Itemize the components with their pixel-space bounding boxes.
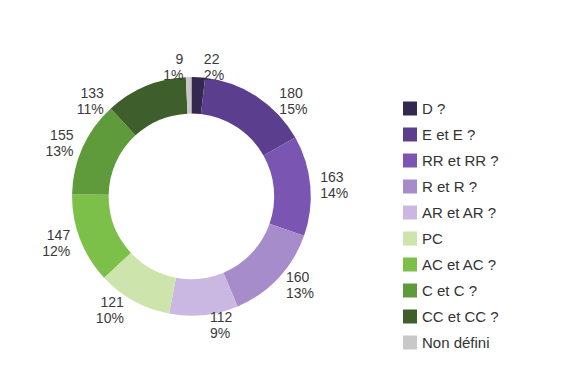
svg-text:180: 180 — [279, 85, 303, 101]
svg-text:160: 160 — [286, 269, 310, 285]
svg-text:AC et AC ?: AC et AC ? — [422, 256, 496, 273]
svg-text:13%: 13% — [286, 285, 314, 301]
svg-text:PC: PC — [422, 230, 443, 247]
svg-text:147: 147 — [47, 227, 71, 243]
svg-text:14%: 14% — [320, 185, 348, 201]
svg-text:10%: 10% — [96, 310, 124, 326]
svg-text:12%: 12% — [42, 243, 70, 259]
svg-text:AR et AR ?: AR et AR ? — [422, 204, 496, 221]
svg-text:2%: 2% — [204, 67, 224, 83]
svg-text:112: 112 — [210, 309, 233, 325]
svg-text:D ?: D ? — [422, 100, 445, 117]
svg-text:163: 163 — [320, 169, 344, 185]
svg-text:E et E ?: E et E ? — [422, 126, 475, 143]
svg-text:9: 9 — [176, 51, 184, 67]
svg-text:R et R ?: R et R ? — [422, 178, 477, 195]
svg-text:CC et CC ?: CC et CC ? — [422, 308, 499, 325]
svg-text:22: 22 — [204, 51, 220, 67]
svg-text:133: 133 — [80, 85, 104, 101]
svg-text:11%: 11% — [77, 101, 104, 117]
svg-text:155: 155 — [50, 127, 74, 143]
svg-text:13%: 13% — [45, 143, 73, 159]
svg-text:RR et RR ?: RR et RR ? — [422, 152, 499, 169]
svg-text:1%: 1% — [163, 67, 183, 83]
svg-text:C et C ?: C et C ? — [422, 282, 477, 299]
svg-text:121: 121 — [101, 294, 125, 310]
svg-text:9%: 9% — [210, 325, 230, 341]
svg-text:Non défini: Non défini — [422, 334, 490, 351]
svg-text:15%: 15% — [279, 101, 307, 117]
